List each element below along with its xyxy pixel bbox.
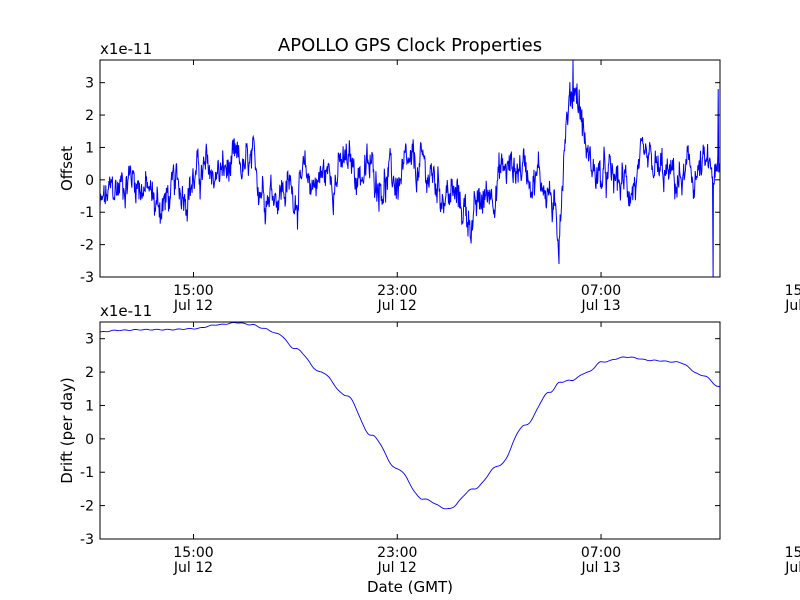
y-tick-label: 0 bbox=[85, 432, 94, 448]
x-tick-label-date: Jul 12 bbox=[377, 560, 417, 576]
y-tick-label: -1 bbox=[80, 465, 94, 481]
y-scale-label: x1e-11 bbox=[100, 40, 152, 58]
x-tick-label-date: Jul 13 bbox=[580, 560, 620, 576]
x-tick-label-time: 15:00 bbox=[173, 545, 213, 561]
x-tick-label-time: 23:00 bbox=[377, 283, 417, 299]
x-tick-label-time: 15:00 bbox=[785, 545, 800, 561]
y-tick-label: 1 bbox=[85, 140, 94, 156]
y-tick-label: 1 bbox=[85, 398, 94, 414]
plot-frame bbox=[99, 321, 721, 540]
y-tick-label: -3 bbox=[80, 270, 94, 286]
x-tick-label-date: Jul 12 bbox=[173, 560, 213, 576]
y-tick-label: -1 bbox=[80, 205, 94, 221]
x-tick-label-time: 15:00 bbox=[785, 283, 800, 299]
y-tick-label: -2 bbox=[80, 238, 94, 254]
x-tick-label-time: 15:00 bbox=[173, 283, 213, 299]
y-tick-label: -2 bbox=[80, 499, 94, 515]
y-tick-label: 0 bbox=[85, 173, 94, 189]
y-tick-label: -3 bbox=[80, 532, 94, 548]
y-tick-label: 3 bbox=[85, 332, 94, 348]
x-tick-label-time: 07:00 bbox=[581, 283, 621, 299]
x-tick-label-time: 07:00 bbox=[581, 545, 621, 561]
x-tick-label-time: 23:00 bbox=[377, 545, 417, 561]
x-axis-label: Date (GMT) bbox=[367, 578, 453, 596]
x-tick-label-date: Jul 13 bbox=[580, 298, 620, 314]
offset-series-line bbox=[100, 60, 720, 277]
x-tick-label-date: Jul 12 bbox=[377, 298, 417, 314]
x-tick-label-date: Jul 12 bbox=[173, 298, 213, 314]
y-axis-label: Drift (per day) bbox=[58, 377, 76, 484]
y-tick-label: 2 bbox=[85, 365, 94, 381]
x-tick-label-date: Jul 13 bbox=[784, 298, 800, 314]
plot-frame bbox=[99, 59, 721, 278]
y-axis-label: Offset bbox=[58, 146, 76, 191]
figure-title: APOLLO GPS Clock Properties bbox=[278, 35, 542, 56]
y-scale-label: x1e-11 bbox=[100, 302, 152, 320]
drift-series-line bbox=[100, 322, 720, 510]
y-tick-label: 3 bbox=[85, 76, 94, 92]
y-tick-label: 2 bbox=[85, 108, 94, 124]
x-tick-label-date: Jul 13 bbox=[784, 560, 800, 576]
